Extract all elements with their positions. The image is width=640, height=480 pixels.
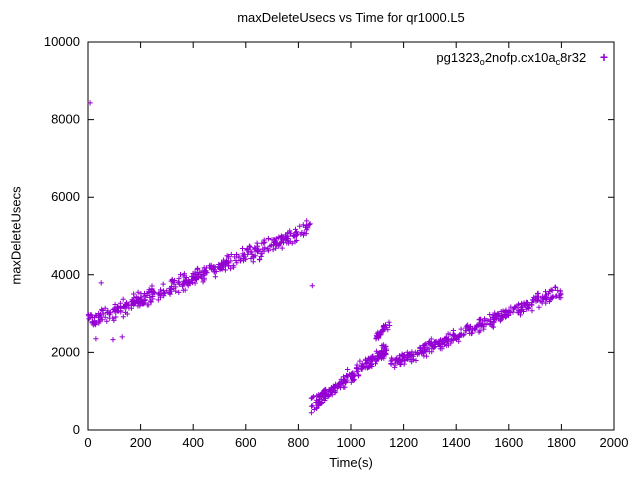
x-tick-label: 1200 [389, 435, 418, 450]
x-tick-label: 1400 [442, 435, 471, 450]
plot-frame [87, 41, 615, 431]
legend-plus-marker-icon: + [599, 49, 608, 65]
y-tick-label: 4000 [51, 267, 80, 282]
y-tick-label: 6000 [51, 189, 80, 204]
y-tick-label: 10000 [44, 34, 80, 49]
data-points [85, 100, 564, 416]
x-tick-label: 1000 [337, 435, 366, 450]
axis-ticks [87, 41, 615, 431]
y-tick-label: 8000 [51, 112, 80, 127]
x-tick-label: 400 [182, 435, 204, 450]
x-tick-label: 0 [84, 435, 91, 450]
y-tick-label: 2000 [51, 344, 80, 359]
y-tick-label: 0 [73, 422, 80, 437]
x-tick-label: 2000 [600, 435, 629, 450]
legend-label: pg1323o2nofp.cx10ac8r32 [436, 50, 587, 67]
chart-title: maxDeleteUsecs vs Time for qr1000.L5 [237, 10, 465, 25]
x-tick-label: 800 [288, 435, 310, 450]
x-tick-label: 1800 [547, 435, 576, 450]
x-tick-label: 1600 [494, 435, 523, 450]
x-tick-label: 600 [235, 435, 257, 450]
x-axis-label: Time(s) [329, 455, 373, 470]
legend: pg1323o2nofp.cx10ac8r32 + [436, 49, 608, 67]
x-tick-label: 200 [130, 435, 152, 450]
